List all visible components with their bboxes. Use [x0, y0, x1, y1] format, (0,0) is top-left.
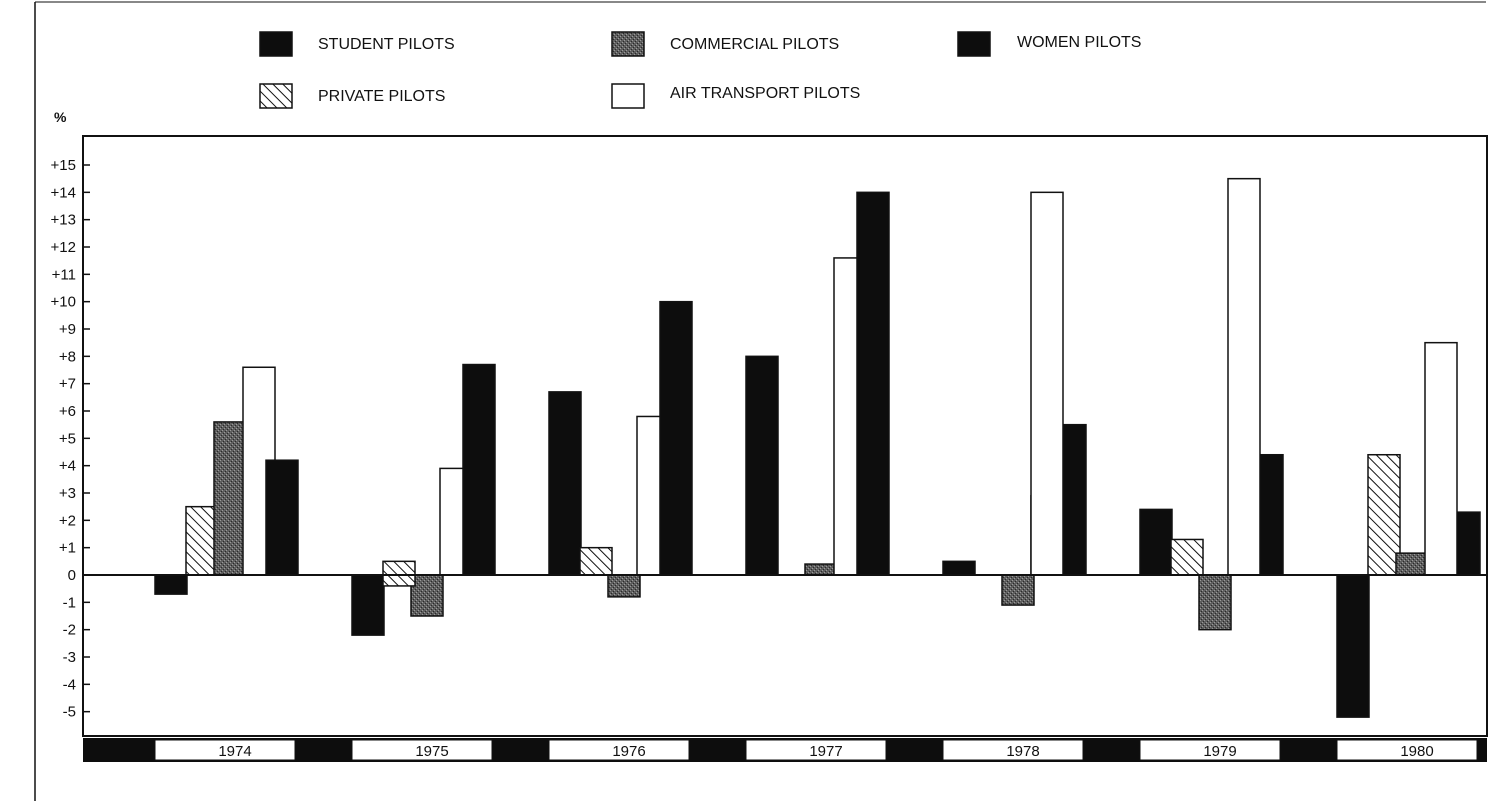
y-tick-label: +14 — [51, 184, 76, 201]
legend-label-1: PRIVATE PILOTS — [318, 88, 445, 105]
legend: STUDENT PILOTS PRIVATE PILOTS COMMERCIAL P… — [259, 31, 1141, 109]
x-category-box — [1336, 739, 1478, 761]
legend-swatch-2 — [611, 31, 645, 57]
bar-1980-air-transport-pilots-extra — [1424, 341, 1458, 576]
bar-1980-commercial-pilots — [1395, 552, 1429, 576]
legend-swatch-0 — [259, 31, 293, 57]
bar-1974-commercial-pilots — [213, 421, 247, 576]
x-category-box — [745, 739, 887, 761]
bar-1974-private-pilots — [185, 505, 219, 576]
x-tick-label: 1978 — [1006, 743, 1039, 760]
x-tick-label: 1974 — [218, 743, 251, 760]
bar-1976-women-pilots — [659, 300, 693, 576]
legend-swatch-4 — [957, 31, 991, 57]
y-tick-label: +6 — [59, 403, 76, 420]
x-tick-label: 1975 — [415, 743, 448, 760]
x-tick-label: 1980 — [1400, 743, 1433, 760]
y-tick-label: +9 — [59, 321, 76, 338]
bar-1978-student-pilots — [942, 560, 976, 576]
x-category-box — [154, 739, 296, 761]
y-tick-label: +7 — [59, 376, 76, 393]
bar-1976-private-pilots — [579, 546, 613, 576]
bar-1975-commercial-pilots — [410, 574, 444, 617]
y-tick-label: +11 — [52, 266, 76, 283]
bar-1974-women-pilots — [265, 459, 299, 576]
legend-label-3: AIR TRANSPORT PILOTS — [670, 85, 860, 102]
bar-1979-student-pilots — [1139, 508, 1173, 576]
x-category-box — [942, 739, 1084, 761]
y-tick-label: +15 — [51, 157, 76, 174]
y-tick-label: +1 — [59, 540, 76, 557]
bars — [154, 177, 1481, 718]
bar-1978-commercial-pilots — [1001, 574, 1035, 606]
x-category-box — [351, 739, 493, 761]
y-tick-label: 0 — [68, 567, 76, 584]
bar-1974-student-pilots — [154, 574, 188, 595]
x-tick-label: 1979 — [1203, 743, 1236, 760]
legend-swatch-3 — [611, 83, 645, 109]
legend-label-4: WOMEN PILOTS — [1017, 34, 1141, 51]
bar-1979-commercial-pilots — [1198, 574, 1232, 631]
bar-1978-air-transport-pilots-extra — [1030, 191, 1064, 576]
bar-1980-private-pilots — [1367, 453, 1401, 576]
legend-label-0: STUDENT PILOTS — [318, 36, 455, 53]
y-tick-label: +2 — [59, 512, 76, 529]
bar-1976-student-pilots — [548, 391, 582, 576]
y-tick-label: +5 — [59, 430, 76, 447]
y-tick-label: +12 — [51, 239, 76, 256]
y-tick-label: -5 — [63, 704, 76, 721]
y-tick-label: -3 — [63, 649, 76, 666]
x-category-box — [548, 739, 690, 761]
y-tick-label: +13 — [51, 212, 76, 229]
bar-1979-air-transport-pilots-extra — [1227, 177, 1261, 576]
bar-1977-women-pilots — [856, 191, 890, 576]
bar-1976-commercial-pilots — [607, 574, 641, 598]
y-axis-label: % — [54, 109, 67, 125]
legend-swatch-1 — [259, 83, 293, 109]
bar-1979-private-pilots — [1170, 538, 1204, 576]
bar-1980-student-pilots — [1336, 574, 1370, 718]
legend-label-2: COMMERCIAL PILOTS — [670, 36, 839, 53]
x-axis: 1974 1975 1976 1977 1978 1979 1980 — [83, 738, 1487, 762]
bar-1975-private-pilots-extra — [382, 574, 416, 587]
bar-1977-commercial-pilots — [804, 563, 838, 576]
y-axis: +15+14+13+12+11+10+9+8+7+6+5+4+3+2+10-1-… — [51, 157, 90, 721]
x-tick-label: 1976 — [612, 743, 645, 760]
x-tick-label: 1977 — [809, 743, 842, 760]
y-tick-label: +3 — [59, 485, 76, 502]
bar-1975-private-pilots — [382, 560, 416, 576]
y-tick-label: +4 — [59, 458, 76, 475]
y-tick-label: -2 — [63, 622, 76, 639]
bar-1975-women-pilots — [462, 363, 496, 576]
y-tick-label: +8 — [59, 348, 76, 365]
x-category-box — [1139, 739, 1281, 761]
plot-frame — [82, 135, 1488, 737]
bar-1977-student-pilots — [745, 355, 779, 576]
bar-1975-student-pilots — [351, 574, 385, 636]
y-tick-label: -1 — [63, 594, 76, 611]
y-tick-label: -4 — [63, 676, 76, 693]
y-tick-label: +10 — [51, 294, 76, 311]
